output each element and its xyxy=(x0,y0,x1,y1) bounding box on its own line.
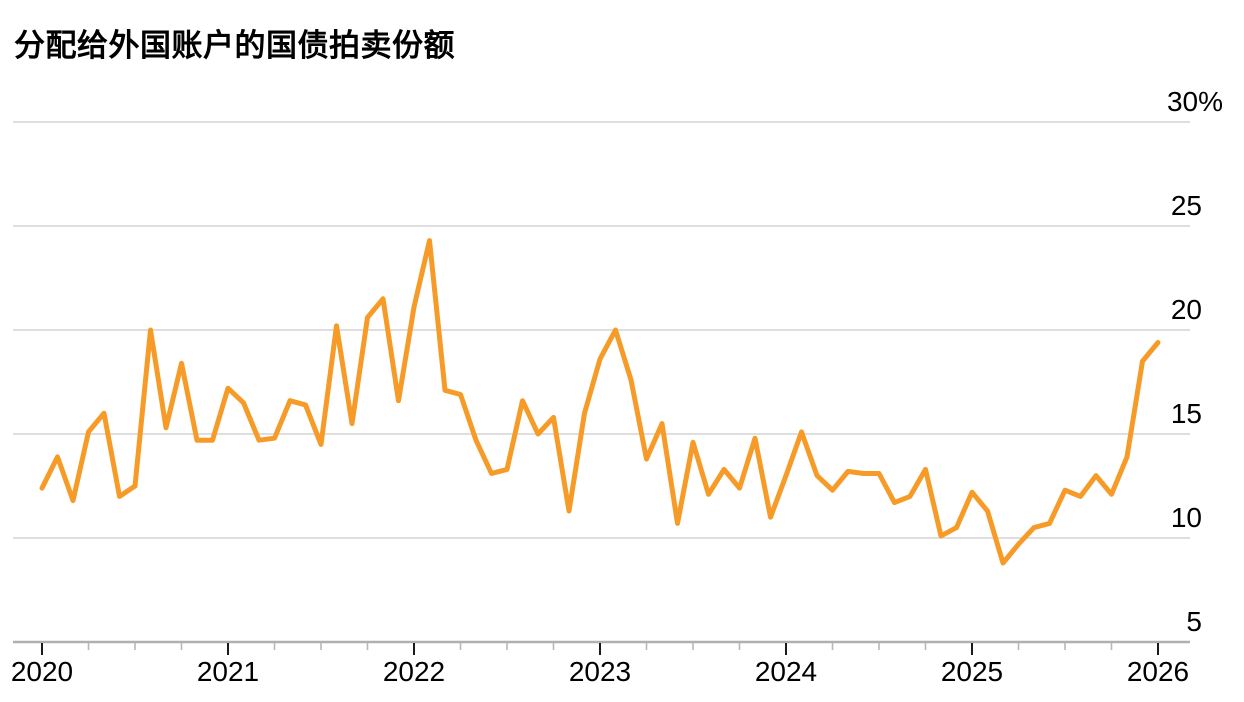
data-series xyxy=(39,238,1161,566)
x-axis-label: 2023 xyxy=(569,656,631,687)
x-axis-label: 2024 xyxy=(755,656,817,687)
chart-title: 分配给外国账户的国债拍卖份额 xyxy=(14,28,455,63)
y-axis-label: 25 xyxy=(1171,190,1202,221)
x-axis-label: 2022 xyxy=(383,656,445,687)
y-axis-label: 20 xyxy=(1171,294,1202,325)
x-axis-labels: 2020 2021 2022 2023 2024 2025 2026 xyxy=(11,656,1189,687)
x-axis-label: 2026 xyxy=(1127,656,1189,687)
x-axis-label: 2021 xyxy=(197,656,259,687)
axis-ticks xyxy=(41,643,1159,655)
foreign-allotment-line xyxy=(39,238,1161,566)
gridlines xyxy=(13,121,1190,539)
x-axis-label: 2025 xyxy=(941,656,1003,687)
y-axis-label: 15 xyxy=(1171,398,1202,429)
y-axis-label: 10 xyxy=(1171,502,1202,533)
x-axis-label: 2020 xyxy=(11,656,73,687)
y-axis-label: 30% xyxy=(1167,86,1223,117)
y-axis-labels: 30% 25 20 15 10 5 xyxy=(1167,86,1223,637)
y-axis-label: 5 xyxy=(1186,606,1202,637)
